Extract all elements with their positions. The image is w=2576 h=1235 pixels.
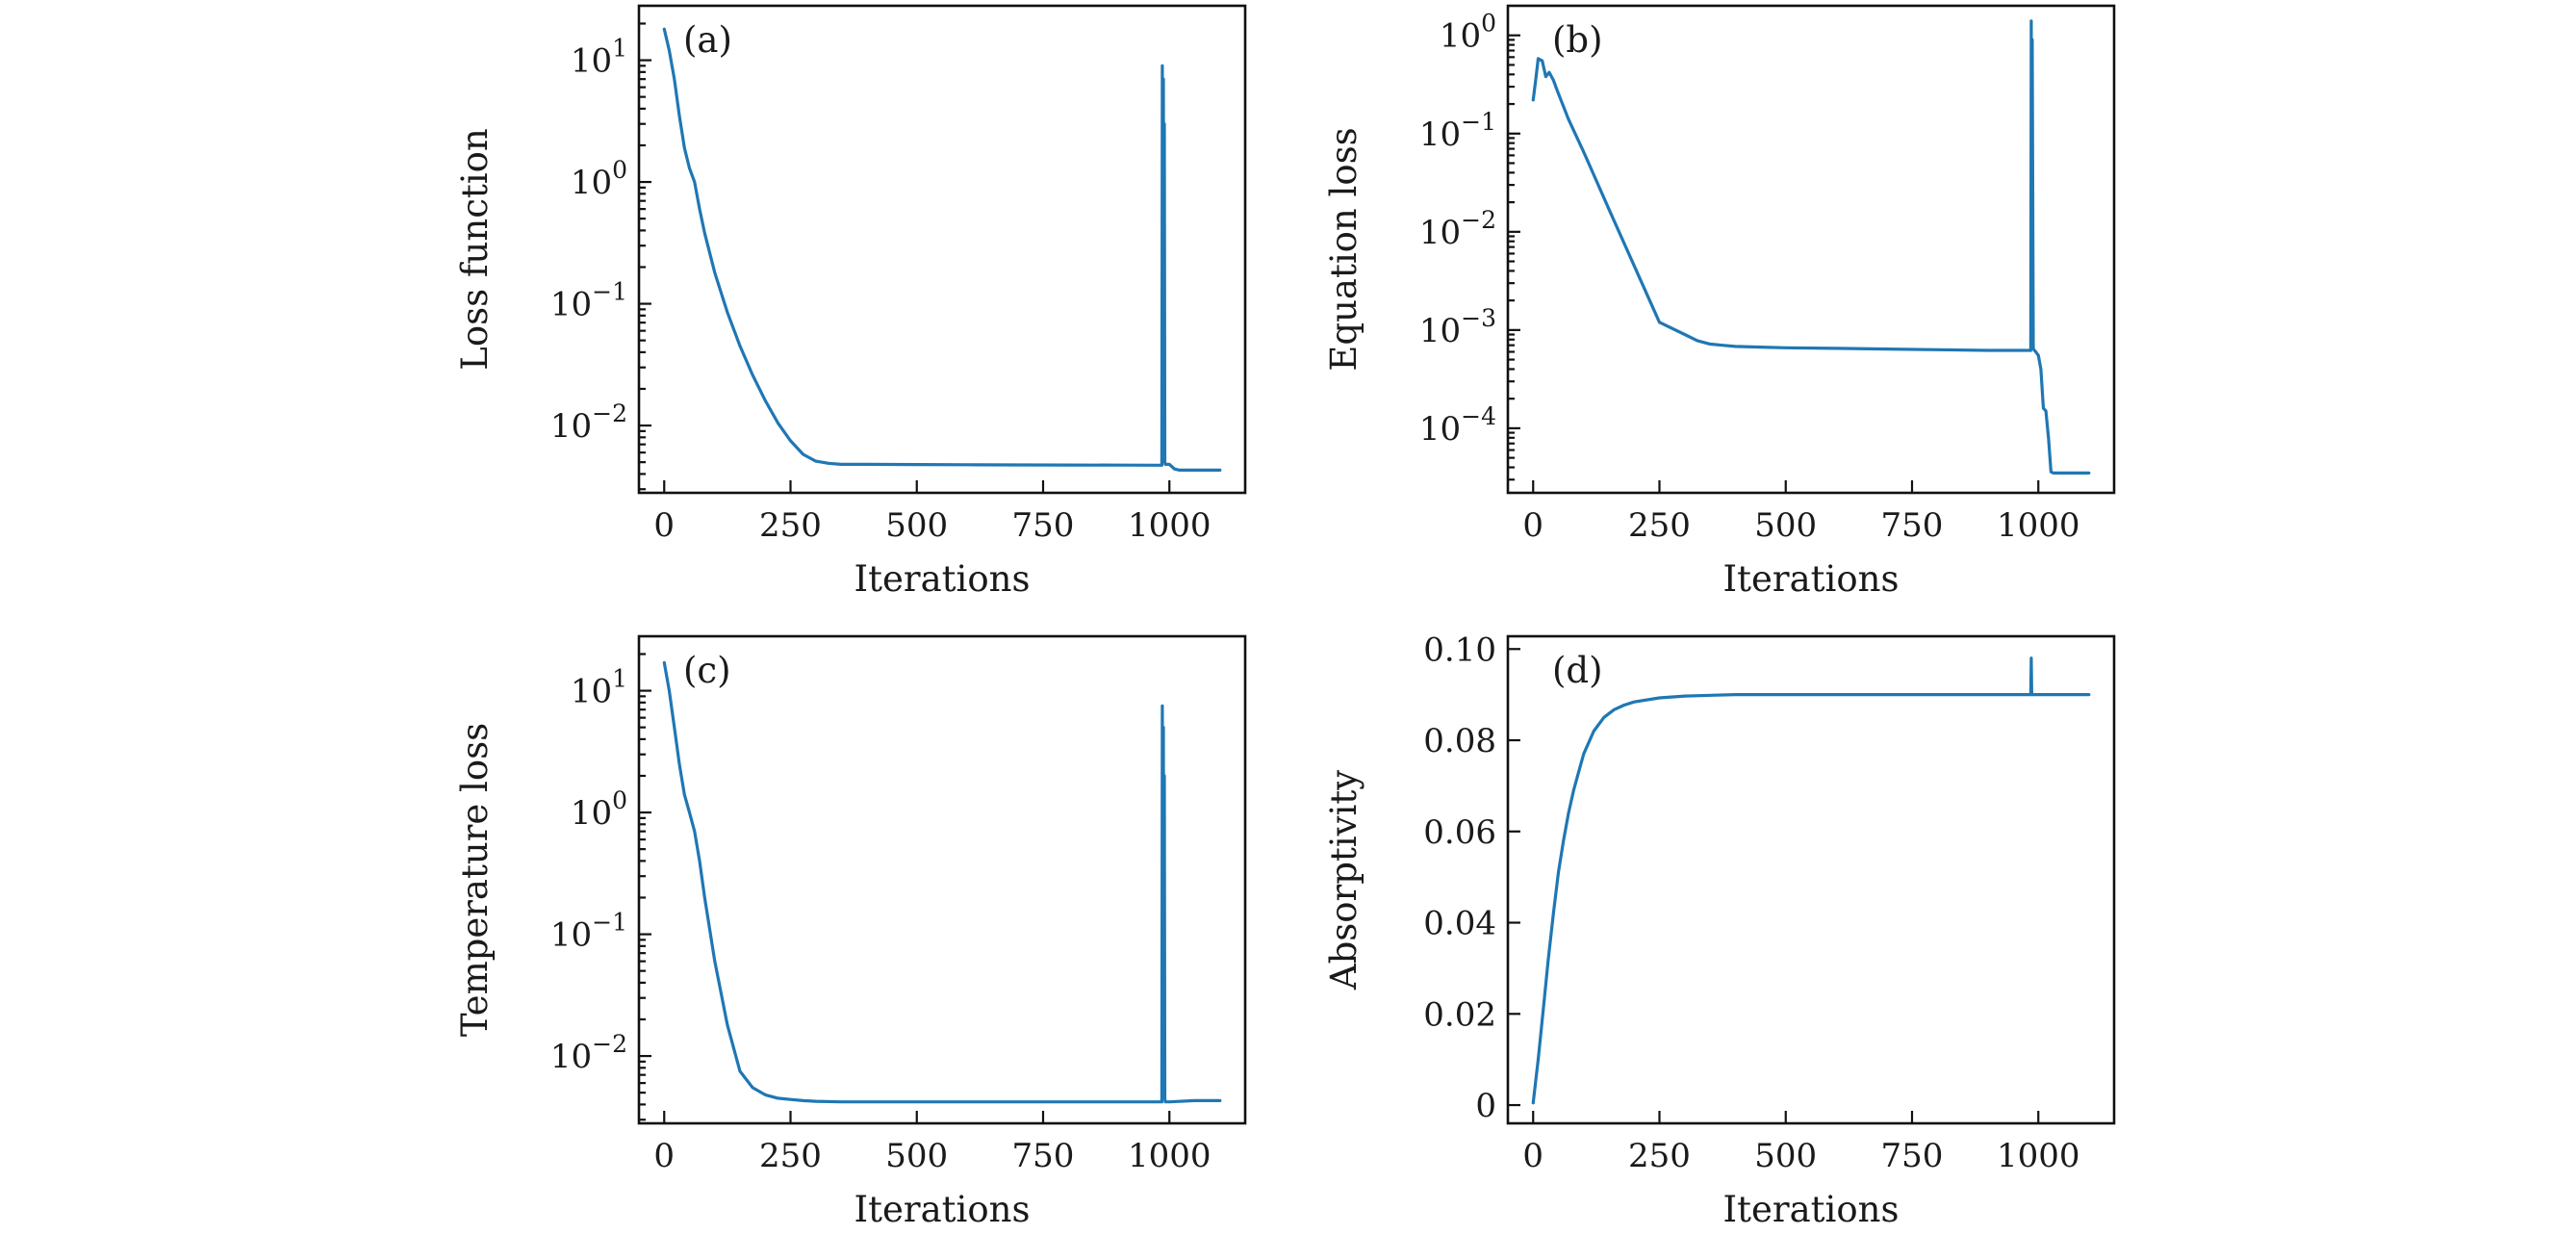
y-tick-label: 0.04: [1423, 905, 1496, 943]
y-tick-label-exponent: −2: [1461, 206, 1496, 234]
x-tick-label: 0: [653, 506, 675, 545]
x-axis-label: Iterations: [854, 1189, 1031, 1230]
panel-label: (b): [1552, 19, 1603, 61]
y-tick-label: 0.08: [1423, 722, 1496, 760]
plot-frame: [1506, 4, 2116, 495]
x-tick-label: 500: [1754, 1137, 1817, 1175]
x-tick-label: 750: [1881, 1137, 1944, 1175]
x-axis-label: Iterations: [854, 558, 1031, 600]
y-tick-label: 10−1: [550, 909, 627, 955]
y-tick-label: 0.06: [1423, 813, 1496, 852]
y-tick-label-exponent: −1: [592, 278, 627, 306]
y-tick-label-base: 10: [550, 1038, 592, 1076]
y-tick-label-exponent: −3: [1461, 304, 1496, 332]
y-tick-label: 101: [571, 35, 627, 81]
y-tick-label: 10−4: [1419, 402, 1496, 449]
y-tick-label-exponent: −2: [592, 1030, 627, 1058]
x-tick-label: 250: [1628, 1137, 1691, 1175]
y-tick-label-exponent: 0: [612, 156, 627, 184]
x-tick-label: 0: [1522, 1137, 1543, 1175]
plot-frame: [1506, 634, 2116, 1125]
x-tick-label: 250: [1628, 506, 1691, 545]
y-tick-label: 10−1: [1419, 108, 1496, 154]
y-tick-label: 10−2: [550, 399, 627, 446]
y-tick-label: 10−3: [1419, 304, 1496, 350]
x-axis-label: Iterations: [1723, 1189, 1900, 1230]
y-tick-label-exponent: −1: [592, 909, 627, 937]
x-axis-label: Iterations: [1723, 558, 1900, 600]
y-tick-label-base: 10: [550, 916, 592, 955]
y-axis-label: Temperature loss: [454, 723, 496, 1037]
x-tick-label: 500: [885, 1137, 948, 1175]
y-tick-label-base: 10: [571, 794, 612, 833]
panel-label: (a): [683, 19, 732, 61]
y-tick-label: 10−2: [550, 1030, 627, 1076]
series-line-a: [662, 27, 1222, 472]
x-tick-label: 250: [759, 1137, 822, 1175]
y-tick-label-base: 10: [1419, 214, 1461, 252]
x-tick-label: 1000: [1997, 506, 2080, 545]
y-tick-label: 100: [1440, 10, 1496, 56]
y-tick-label-exponent: 1: [612, 35, 627, 63]
y-tick-label: 10−1: [550, 278, 627, 324]
x-tick-label: 1000: [1128, 1137, 1211, 1175]
y-tick-label: 0.10: [1423, 630, 1496, 669]
y-tick-label-exponent: −2: [592, 399, 627, 427]
x-tick-label: 250: [759, 506, 822, 545]
x-tick-label: 750: [1881, 506, 1944, 545]
y-tick-label: 101: [571, 665, 627, 711]
y-axis-label: Equation loss: [1323, 127, 1365, 371]
y-tick-label: 0: [1475, 1087, 1496, 1125]
x-tick-label: 1000: [1997, 1137, 2080, 1175]
x-tick-label: 0: [653, 1137, 675, 1175]
y-tick-label-base: 10: [1440, 17, 1481, 56]
y-tick-label-exponent: 1: [612, 665, 627, 693]
series-line-c: [662, 660, 1222, 1104]
y-tick-label: 100: [571, 786, 627, 833]
y-tick-label-base: 10: [571, 673, 612, 711]
y-tick-label-exponent: −1: [1461, 108, 1496, 136]
y-tick-label-exponent: 0: [1481, 10, 1496, 38]
y-axis-label: Loss function: [454, 128, 496, 370]
y-tick-label-base: 10: [1419, 312, 1461, 350]
x-tick-label: 500: [1754, 506, 1817, 545]
y-tick-label: 10−2: [1419, 206, 1496, 252]
y-axis-label: Absorptivity: [1323, 770, 1365, 991]
series-line-b: [1531, 19, 2091, 475]
panel-d-absorptivity: 0 0.02 0.04 0.06 0.08 0.10 0 250 500 750 1000 (d) It…: [1323, 630, 2116, 1230]
x-tick-label: 750: [1012, 506, 1075, 545]
x-tick-label: 0: [1522, 506, 1543, 545]
panel-label: (d): [1552, 650, 1603, 691]
y-tick-label-base: 10: [1419, 410, 1461, 449]
y-tick-label-base: 10: [550, 407, 592, 446]
series-line-d: [1531, 656, 2091, 1105]
y-tick-label-base: 10: [550, 286, 592, 324]
y-tick-label-base: 10: [1419, 116, 1461, 154]
panel-label: (c): [683, 650, 731, 691]
x-tick-label: 500: [885, 506, 948, 545]
x-tick-label: 750: [1012, 1137, 1075, 1175]
plot-frame: [637, 4, 1247, 495]
x-tick-label: 1000: [1128, 506, 1211, 545]
plot-frame: [637, 634, 1247, 1125]
y-tick-label-exponent: 0: [612, 786, 627, 814]
y-tick-label: 100: [571, 156, 627, 202]
y-tick-label-base: 10: [571, 42, 612, 81]
y-tick-label: 0.02: [1423, 995, 1496, 1034]
y-tick-label-exponent: −4: [1461, 402, 1496, 430]
y-tick-label-base: 10: [571, 164, 612, 202]
